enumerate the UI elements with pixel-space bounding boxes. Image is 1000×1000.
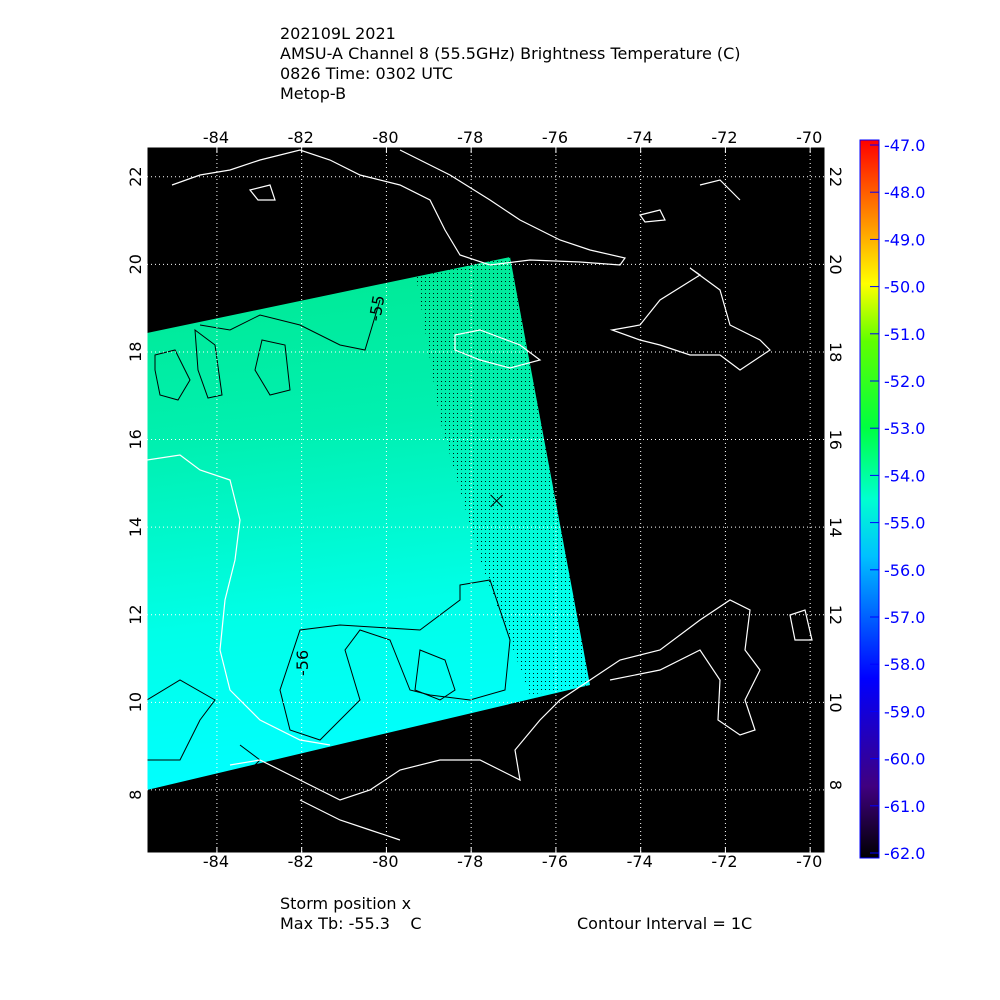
contour-hatch-region — [415, 257, 590, 695]
coastlines — [147, 149, 813, 841]
max-tb-label: Max Tb: -55.3 C — [280, 914, 422, 933]
map-frame — [146, 146, 826, 854]
contour-label-55: -55 — [365, 294, 388, 323]
y-tick-label-right: 8 — [826, 780, 845, 790]
y-tick-label-left: 22 — [126, 166, 145, 186]
colorbar — [859, 139, 880, 859]
title-line-3: 0826 Time: 0302 UTC — [280, 64, 453, 83]
colorbar-tick-label: -52.0 — [884, 372, 925, 391]
colorbar-tick-label: -47.0 — [884, 136, 925, 155]
colorbar-tick-label: -51.0 — [884, 325, 925, 344]
y-tick-label-right: 16 — [826, 430, 845, 450]
contour-interval-label: Contour Interval = 1C — [577, 914, 753, 933]
x-tick-label-bottom: -82 — [288, 852, 314, 871]
x-tick-label-top: -70 — [796, 128, 822, 147]
y-tick-label-right: 10 — [826, 692, 845, 712]
y-tick-label-left: 14 — [126, 517, 145, 537]
y-tick-label-left: 10 — [126, 692, 145, 712]
x-tick-label-top: -84 — [203, 128, 229, 147]
x-tick-label-top: -80 — [372, 128, 398, 147]
y-tick-label-right: 22 — [826, 167, 845, 187]
contour-lines — [147, 299, 511, 771]
colorbar-tick-label: -50.0 — [884, 278, 925, 297]
y-tick-label-left: 8 — [126, 790, 145, 800]
y-tick-label-left: 18 — [126, 342, 145, 362]
lat-lon-grid — [147, 147, 825, 853]
x-tick-label-bottom: -76 — [542, 852, 568, 871]
x-tick-label-top: -82 — [288, 128, 314, 147]
y-tick-label-left: 12 — [126, 604, 145, 624]
x-tick-label-bottom: -74 — [627, 852, 653, 871]
colorbar-tick-label: -56.0 — [884, 561, 925, 580]
storm-x-icon — [490, 494, 503, 508]
x-tick-label-bottom: -70 — [796, 852, 822, 871]
y-tick-label-left: 16 — [126, 429, 145, 449]
colorbar-tick-label: -49.0 — [884, 230, 925, 249]
colorbar-tick-label: -59.0 — [884, 702, 925, 721]
y-tick-label-right: 18 — [826, 342, 845, 362]
x-tick-label-top: -74 — [627, 128, 653, 147]
x-tick-label-top: -78 — [457, 128, 483, 147]
contour-label-56: -56 — [293, 650, 312, 676]
storm-position-marker — [490, 494, 503, 508]
y-tick-label-right: 14 — [826, 517, 845, 537]
colorbar-tick-label: -53.0 — [884, 419, 925, 438]
title-line-4: Metop-B — [280, 84, 347, 103]
x-tick-label-bottom: -84 — [203, 852, 229, 871]
x-tick-label-bottom: -78 — [457, 852, 483, 871]
colorbar-tick-label: -58.0 — [884, 655, 925, 674]
colorbar-tick-label: -55.0 — [884, 514, 925, 533]
storm-position-label: Storm position x — [280, 894, 412, 913]
colorbar-tick-label: -54.0 — [884, 466, 925, 485]
colorbar-tick-label: -48.0 — [884, 183, 925, 202]
colorbar-tick-label: -57.0 — [884, 608, 925, 627]
colorbar-tick-label: -61.0 — [884, 797, 925, 816]
x-tick-label-bottom: -80 — [372, 852, 398, 871]
colorbar-tick-label: -60.0 — [884, 750, 925, 769]
title-line-2: AMSU-A Channel 8 (55.5GHz) Brightness Te… — [280, 44, 741, 63]
x-tick-label-top: -72 — [711, 128, 737, 147]
y-tick-label-left: 20 — [126, 254, 145, 274]
x-tick-label-bottom: -72 — [711, 852, 737, 871]
x-tick-label-top: -76 — [542, 128, 568, 147]
colorbar-tick-label: -62.0 — [884, 844, 925, 863]
title-line-1: 202109L 2021 — [280, 24, 396, 43]
y-tick-label-right: 12 — [826, 605, 845, 625]
y-tick-label-right: 20 — [826, 254, 845, 274]
